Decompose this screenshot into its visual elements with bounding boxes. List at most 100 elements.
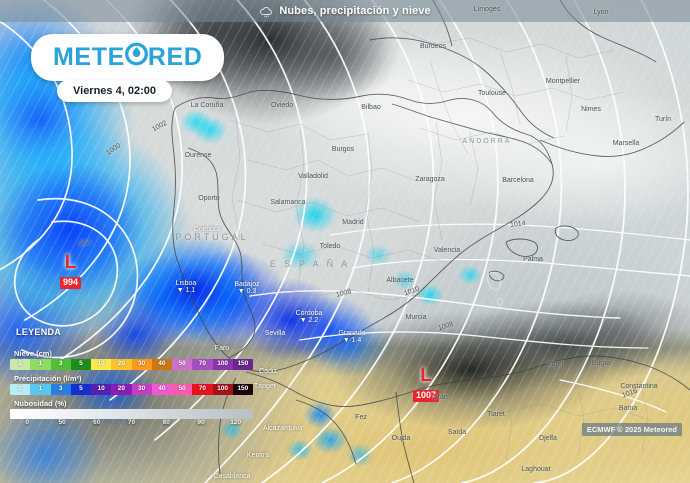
scale-step: 20 (111, 359, 132, 370)
city-label: Saïda (448, 429, 466, 436)
legend-cloud-label: Nubosidad (%) (14, 399, 67, 408)
scale-step: 5 (70, 384, 91, 395)
city-label: Laghouat (521, 466, 550, 473)
scale-tick: 70 (127, 419, 136, 426)
scale-tick: 50 (58, 419, 66, 426)
city-name: Orán (432, 394, 448, 401)
city-name: Alcazarquivir (262, 425, 304, 432)
city-label: Sevilla (265, 330, 286, 337)
city-name: Madrid (342, 219, 364, 226)
legend-panel: LEYENDA Nieve (cm) 2 1 3 5 10 20 30 40 50 70 100 15… (10, 327, 258, 434)
city-name: Constantina (620, 383, 658, 390)
city-label: Lisboa ▼ 1.1 (176, 280, 197, 294)
low-pressure-marker: L 1007 (413, 365, 440, 403)
scale-step: 1 (30, 359, 51, 370)
city-label: Alcazarquivir (263, 425, 303, 432)
legend-precip-label: Precipitación (l/m²) (14, 374, 82, 383)
city-name: Sevilla (264, 330, 286, 337)
city-label: Valladolid (298, 173, 328, 180)
city-label: Fez (355, 414, 367, 421)
city-label: Burdeos (420, 43, 446, 50)
scale-tick: 120 (230, 419, 242, 426)
city-name: Ourense (184, 152, 212, 159)
scale-step: 10 (91, 359, 112, 370)
city-name: Turín (654, 116, 672, 123)
city-label: Valencia (434, 247, 460, 254)
city-name: Tiaret (487, 411, 505, 418)
city-label: Batna (619, 405, 637, 412)
city-label: Faro (215, 345, 229, 352)
city-label: Albacete (386, 277, 413, 284)
city-label: Orán (432, 394, 448, 401)
scale-step: 100 (212, 384, 233, 395)
city-name: Casablanca (213, 473, 251, 480)
city-label: Limoges (474, 6, 500, 13)
country-label: ANDORRA (462, 138, 512, 145)
low-pressure-letter: L (420, 365, 432, 386)
city-name: Valladolid (298, 173, 328, 180)
city-name: Djelfa (539, 435, 557, 442)
legend-snow-label: Nieve (cm) (14, 349, 52, 358)
city-label: Coimbra (194, 226, 220, 233)
city-label: Burgos (332, 146, 354, 153)
legend-cloud-block: Nubosidad (%) 0 50 60 70 80 90 120 (10, 399, 258, 430)
city-label: Toledo (320, 243, 341, 250)
city-label: Barcelona (502, 177, 534, 184)
city-name: Tánger (253, 383, 277, 390)
city-name: Marsella (612, 140, 640, 147)
city-name: Burdeos (419, 43, 447, 50)
city-label: Cádiz (259, 368, 277, 375)
city-name: Oporto (198, 195, 220, 202)
city-label: Oviedo (271, 102, 293, 109)
city-name: Argel (546, 361, 564, 368)
city-name: Palma (523, 256, 543, 263)
scale-step: 100 (212, 359, 233, 370)
city-name: Zaragoza (415, 176, 445, 183)
city-name: Burgos (331, 146, 355, 153)
low-pressure-value: 994 (60, 277, 82, 289)
city-label: La Coruña (191, 102, 224, 109)
precipitation-color-scale: 2 1 3 5 10 20 30 40 50 70 100 150 (10, 384, 253, 395)
city-label: Oporto (198, 195, 219, 202)
city-name: Faro (214, 345, 230, 352)
city-label: Constantina (620, 383, 657, 390)
low-pressure-letter: L (64, 252, 77, 273)
water-drop-icon (124, 41, 148, 73)
scale-step: 30 (131, 359, 152, 370)
city-label: Salamanca (270, 199, 305, 206)
city-label: Badajoz ▼ 0.3 (234, 281, 259, 295)
scale-step: 70 (192, 384, 213, 395)
cloudiness-tick-labels: 0 50 60 70 80 90 120 (10, 419, 253, 430)
brand-wordmark: METE RED (53, 41, 202, 73)
city-label: Madrid (342, 219, 363, 226)
scale-step: 20 (111, 384, 132, 395)
coastline-paths (171, 0, 690, 483)
city-name: Kenitra (246, 452, 270, 459)
city-precipitation-value: ▼ 2.2 (299, 317, 319, 324)
city-precipitation-value: ▼ 1.1 (176, 287, 196, 294)
city-name: Granada (338, 330, 366, 337)
cloud-icon (260, 7, 273, 18)
city-name: Lisboa (175, 280, 197, 287)
scale-step: 70 (192, 359, 213, 370)
city-label: Bilbao (361, 104, 380, 111)
scale-step: 40 (151, 359, 172, 370)
city-name: Badajoz (234, 281, 260, 288)
scale-step: 50 (172, 359, 193, 370)
scale-step: 5 (70, 359, 91, 370)
city-name: Bilbao (361, 104, 381, 111)
scale-tick: 0 (25, 419, 30, 426)
scale-step: 2 (10, 384, 31, 395)
legend-title: LEYENDA (16, 327, 62, 337)
city-name: Toledo (319, 243, 341, 250)
city-label: Marsella (613, 140, 639, 147)
city-label: Casablanca (214, 473, 251, 480)
city-name: La Coruña (190, 102, 224, 109)
city-label: Granada ▼ 1.4 (338, 330, 365, 344)
city-name: Nimes (581, 106, 601, 113)
city-precipitation-value: ▼ 0.3 (237, 288, 257, 295)
city-name: Murcia (405, 314, 427, 321)
city-name: Fez (355, 414, 367, 421)
